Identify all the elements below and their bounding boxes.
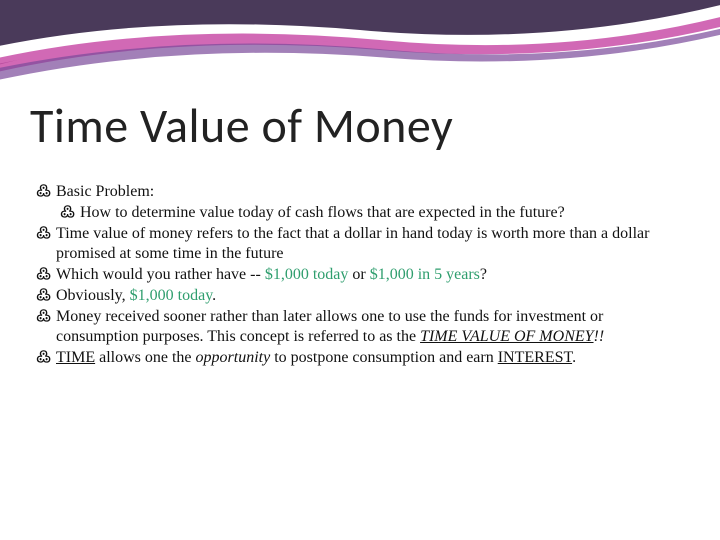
text-span: Basic Problem: [56, 183, 154, 200]
text-span: Obviously, [56, 287, 130, 304]
bullet-item: ߷Money received sooner rather than later… [36, 307, 690, 347]
text-span: . [212, 287, 216, 304]
bullet-glyph-icon: ߷ [60, 203, 80, 223]
text-span: . [572, 349, 576, 366]
text-span: Time value of money refers to the fact t… [56, 225, 649, 262]
text-span: !! [594, 328, 605, 345]
bullet-glyph-icon: ߷ [36, 286, 56, 306]
bullet-item: ߷Which would you rather have -- $1,000 t… [36, 265, 690, 285]
bullet-item: ߷TIME allows one the opportunity to post… [36, 348, 690, 368]
text-span: Which would you rather have -- [56, 266, 265, 283]
slide-body: ߷Basic Problem:߷How to determine value t… [36, 182, 690, 369]
text-span: $1,000 today [265, 266, 349, 283]
bullet-item: ߷Basic Problem: [36, 182, 690, 202]
bullet-item: ߷Obviously, $1,000 today. [36, 286, 690, 306]
text-span: allows one the [95, 349, 195, 366]
bullet-glyph-icon: ߷ [36, 224, 56, 244]
text-span: or [348, 266, 369, 283]
text-span: opportunity [196, 349, 271, 366]
slide-title: Time Value of Money [30, 96, 453, 155]
bullet-glyph-icon: ߷ [36, 348, 56, 368]
bullet-glyph-icon: ߷ [36, 307, 56, 327]
text-span: How to determine value today of cash flo… [80, 204, 565, 221]
text-span: ? [480, 266, 487, 283]
bullet-item: ߷How to determine value today of cash fl… [36, 203, 690, 223]
text-span: $1,000 today [130, 287, 213, 304]
slide: Time Value of Money ߷Basic Problem:߷How … [0, 0, 720, 540]
text-span: INTEREST [498, 349, 572, 366]
bullet-glyph-icon: ߷ [36, 265, 56, 285]
bullet-glyph-icon: ߷ [36, 182, 56, 202]
text-span: TIME [56, 349, 95, 366]
text-span: to postpone consumption and earn [270, 349, 498, 366]
text-span: $1,000 in 5 years [370, 266, 480, 283]
bullet-item: ߷Time value of money refers to the fact … [36, 224, 690, 264]
text-span: TIME VALUE OF MONEY [420, 328, 593, 345]
